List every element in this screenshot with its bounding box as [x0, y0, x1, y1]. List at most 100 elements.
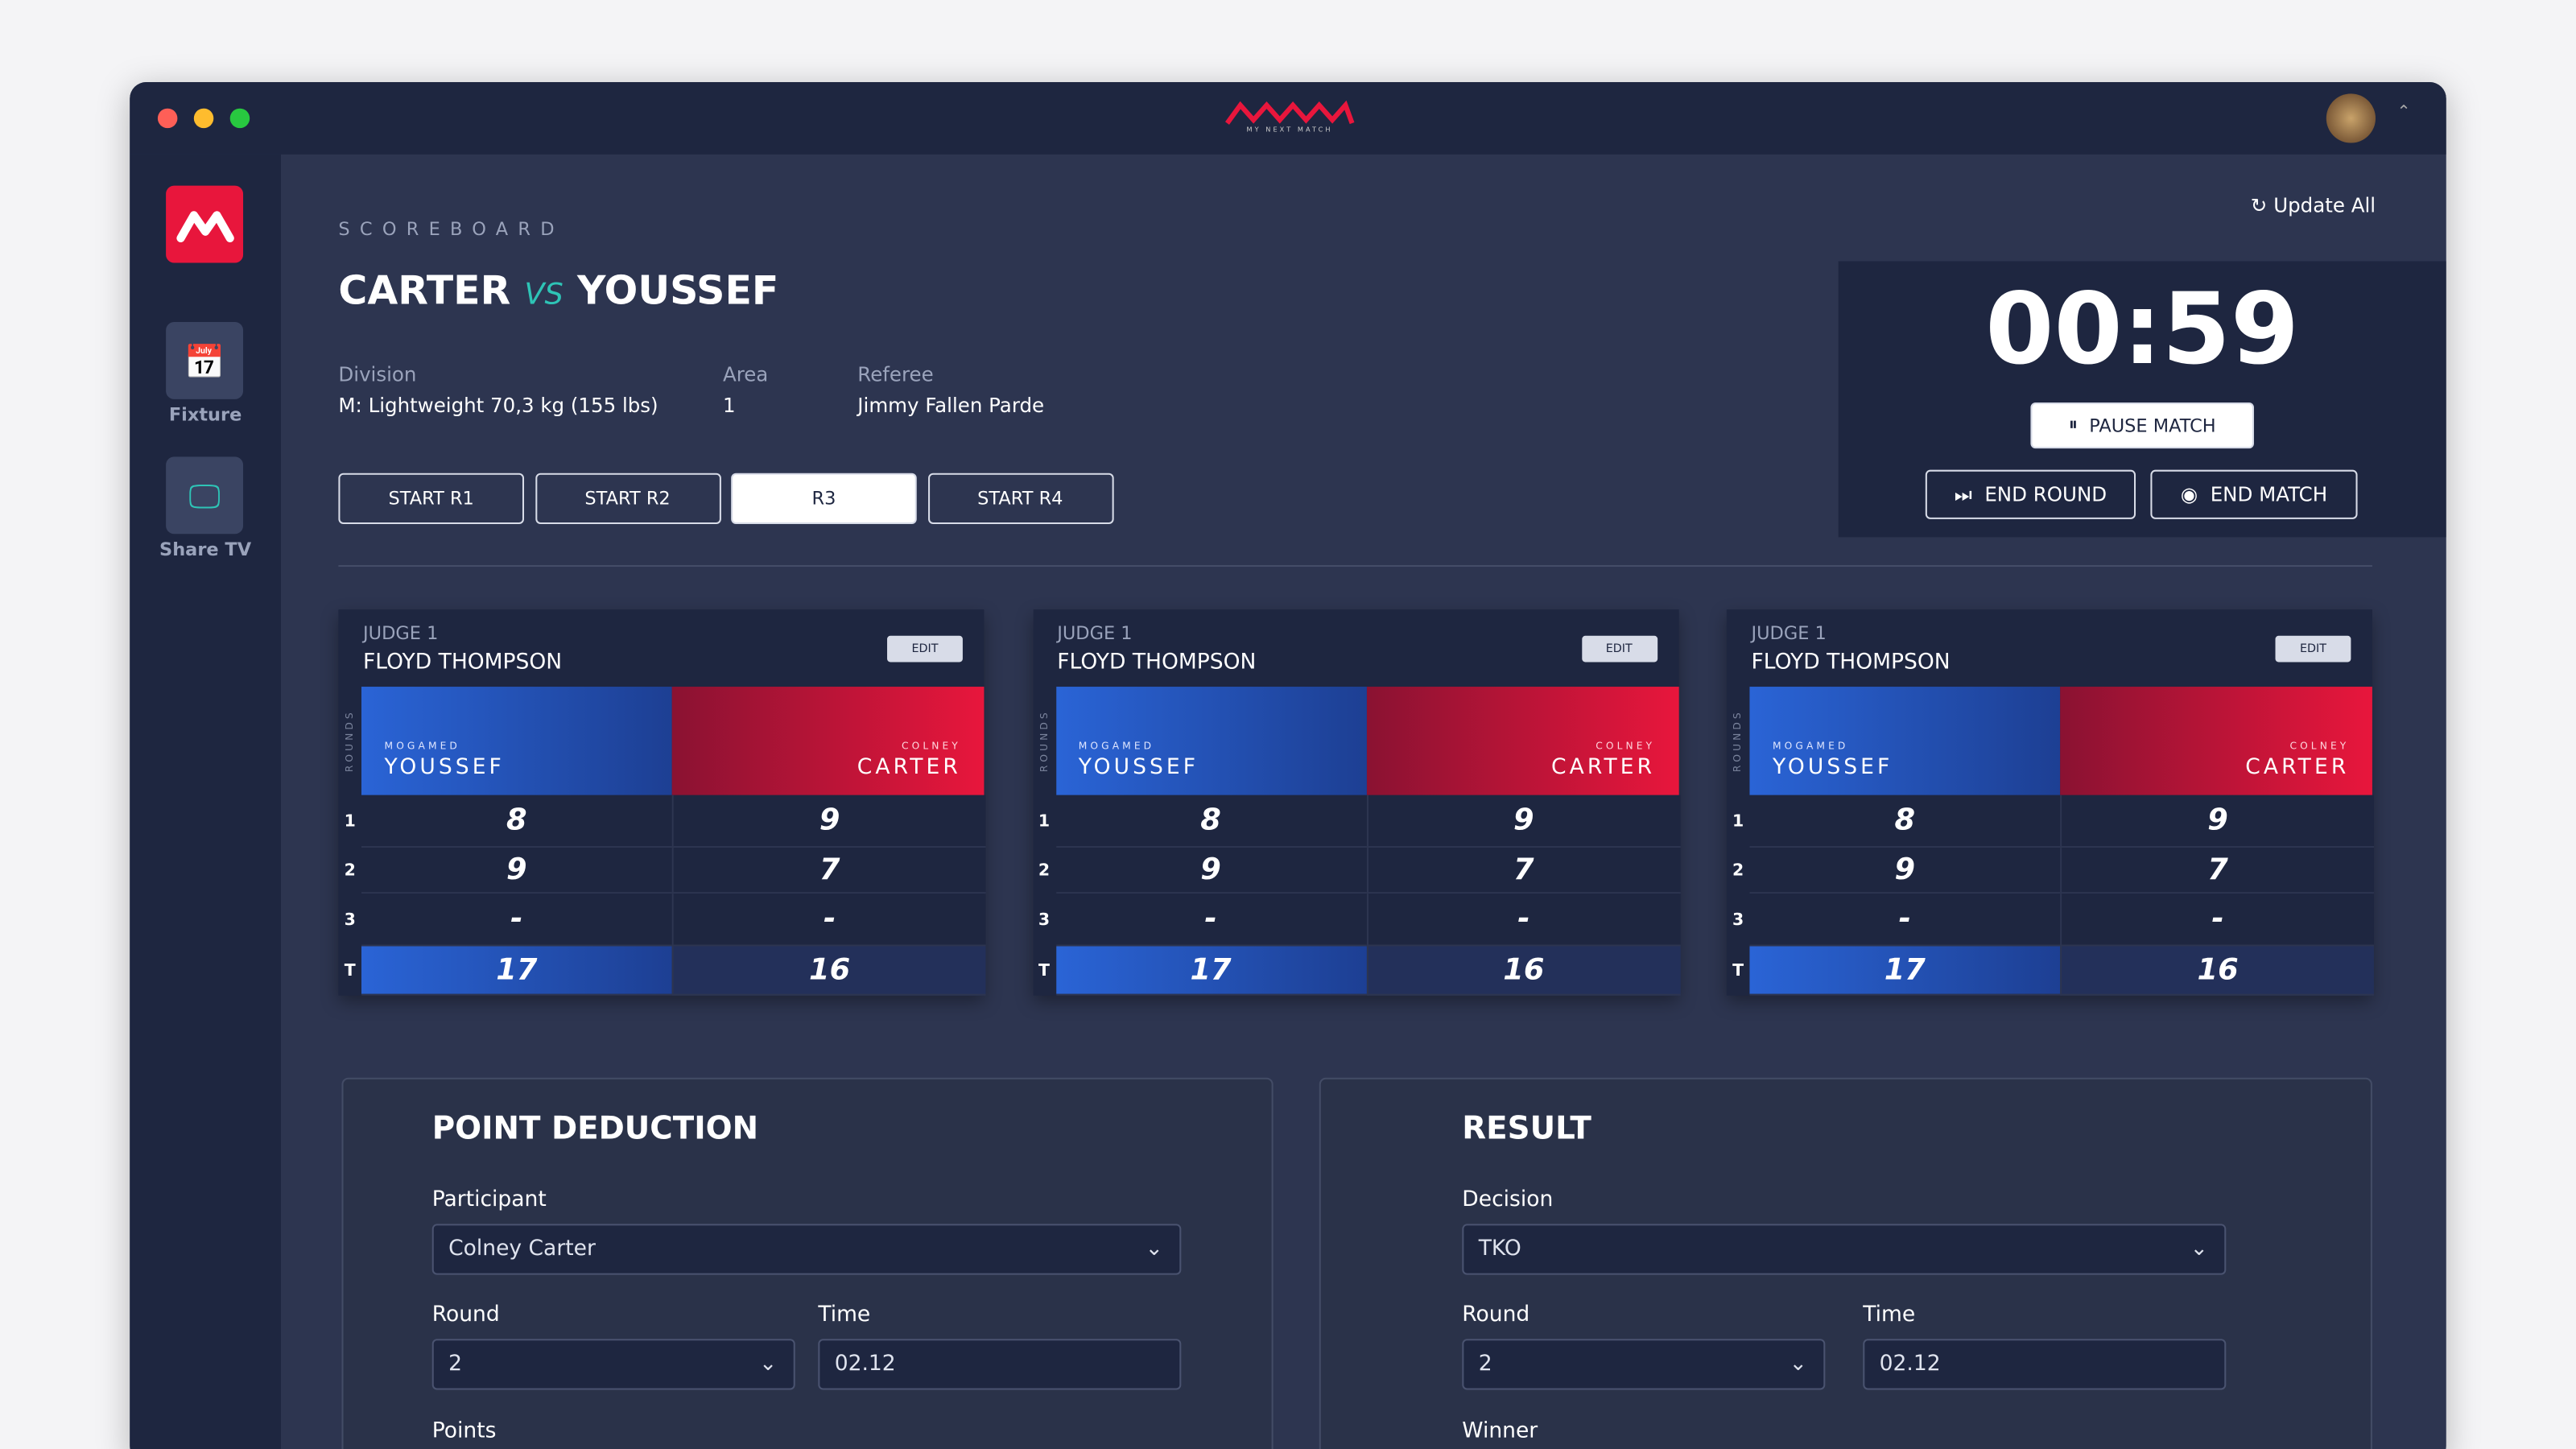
blue-score: - [361, 894, 672, 947]
round-button[interactable]: START R2 [535, 473, 720, 525]
round-number: T [1038, 961, 1050, 980]
red-score: 7 [2060, 848, 2374, 894]
participant-select[interactable]: Colney Carter ⌄ [431, 1224, 1182, 1275]
logo-text: MY NEXT MATCH [1246, 125, 1333, 134]
round-number: 3 [344, 910, 356, 930]
red-score: 9 [1365, 795, 1680, 848]
info-value: 1 [722, 394, 736, 418]
account-chevron[interactable]: ⌃ [2396, 103, 2411, 122]
close-dot[interactable] [157, 108, 178, 129]
red-score: 16 [1365, 946, 1680, 996]
brand-logo[interactable] [166, 185, 244, 263]
info-value: Jimmy Fallen Parde [857, 394, 1045, 418]
nav-button[interactable]: 🖵 [166, 456, 244, 535]
judge-title: JUDGE 1 [1751, 622, 1827, 644]
round-select[interactable]: 2 ⌄ [431, 1339, 795, 1390]
blue-first: MOGAMED [1078, 741, 1155, 753]
red-corner [671, 687, 985, 795]
blue-first: MOGAMED [1773, 741, 1849, 753]
blue-score: 17 [361, 946, 672, 996]
red-corner [1365, 687, 1678, 795]
avatar[interactable] [2326, 93, 2376, 143]
time-input[interactable]: 02.12 [1863, 1339, 2227, 1390]
field-label: Participant [431, 1187, 547, 1213]
red-score: - [1365, 894, 1680, 947]
maximize-dot[interactable] [229, 108, 250, 129]
time-input[interactable]: 02.12 [818, 1339, 1182, 1390]
round-number: 2 [1038, 861, 1051, 880]
section-label: SCOREBOARD [338, 218, 564, 240]
red-last: CARTER [857, 755, 961, 781]
round-select[interactable]: 2 ⌄ [1462, 1339, 1826, 1390]
field-label: Round [1462, 1302, 1530, 1327]
field-label: Decision [1462, 1187, 1554, 1213]
matchup-title: CARTER VS YOUSSEF [338, 267, 779, 314]
end-match-button[interactable]: ◉ END MATCH [2150, 469, 2358, 519]
red-score: 7 [1365, 848, 1680, 894]
blue-corner [1749, 687, 2061, 795]
round-number: 1 [1732, 812, 1744, 831]
minimize-dot[interactable] [193, 108, 214, 129]
blue-score: 17 [1055, 946, 1366, 996]
round-button[interactable]: START R1 [338, 473, 525, 525]
blue-score: 8 [1055, 795, 1366, 848]
blue-score: 8 [1749, 795, 2061, 848]
decision-select[interactable]: TKO ⌄ [1462, 1224, 2227, 1275]
red-score: 7 [671, 848, 986, 894]
pause-button[interactable]: ⏸ PAUSE MATCH [2030, 402, 2254, 449]
nav-label[interactable]: Fixture [168, 404, 242, 426]
red-first: COLNEY [1596, 741, 1656, 753]
rounds-label: ROUNDS [344, 709, 356, 773]
red-corner [2060, 687, 2372, 795]
round-number: 3 [1732, 910, 1744, 930]
red-score: 9 [2060, 795, 2374, 848]
field-label: Round [431, 1302, 500, 1327]
end-round-button[interactable]: ⏭ END ROUND [1925, 469, 2136, 519]
timer-panel [1838, 261, 2446, 538]
blue-score: - [1749, 894, 2061, 947]
blue-last: YOUSSEF [1773, 755, 1893, 781]
red-last: CARTER [1551, 755, 1656, 781]
red-score: 16 [671, 946, 986, 996]
round-number: 2 [344, 861, 356, 880]
judge-title: JUDGE 1 [363, 622, 439, 644]
divider [338, 565, 2372, 568]
red-score: - [671, 894, 986, 947]
blue-corner [361, 687, 672, 795]
field-label: Time [1863, 1302, 1916, 1327]
round-number: T [344, 961, 356, 980]
blue-last: YOUSSEF [384, 755, 505, 781]
round-number: 1 [1038, 812, 1051, 831]
round-button[interactable]: START R4 [927, 473, 1113, 525]
blue-score: - [1055, 894, 1366, 947]
field-label: Points [431, 1419, 497, 1444]
info-value: M: Lightweight 70,3 kg (155 lbs) [338, 394, 658, 418]
judge-name: FLOYD THOMPSON [363, 650, 563, 675]
info-label: Referee [857, 363, 934, 386]
red-score: - [2060, 894, 2374, 947]
rounds-label: ROUNDS [1732, 709, 1744, 773]
info-label: Area [722, 363, 769, 386]
edit-button[interactable]: EDIT [887, 635, 963, 663]
update-all[interactable]: ↻ Update All [2250, 193, 2376, 217]
panel-title: POINT DEDUCTION [431, 1110, 759, 1147]
panel-title: RESULT [1462, 1110, 1591, 1147]
nav-button[interactable]: 📅 [166, 321, 244, 399]
round-number: 3 [1038, 910, 1051, 930]
blue-score: 8 [361, 795, 672, 848]
edit-button[interactable]: EDIT [1581, 635, 1657, 663]
field-label: Time [818, 1302, 871, 1327]
round-number: 1 [344, 812, 356, 831]
blue-corner [1055, 687, 1366, 795]
round-number: 2 [1732, 861, 1744, 880]
app-window: MY NEXT MATCH ⌃ SCOREBOARD CARTER VS YOU… [130, 82, 2446, 1449]
nav-label[interactable]: Share TV [159, 539, 252, 560]
round-button[interactable]: R3 [731, 473, 917, 525]
red-first: COLNEY [2289, 741, 2350, 753]
edit-button[interactable]: EDIT [2275, 635, 2351, 663]
field-label: Winner [1462, 1419, 1538, 1444]
judge-name: FLOYD THOMPSON [1057, 650, 1257, 675]
rounds-label: ROUNDS [1038, 709, 1051, 773]
